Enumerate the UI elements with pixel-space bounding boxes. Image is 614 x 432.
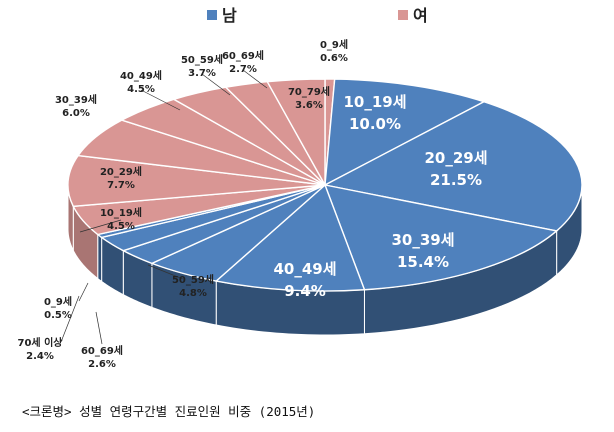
- slice-value-label-0: 0.6%: [320, 53, 348, 64]
- legend-swatch-female: [398, 10, 408, 20]
- pie-slice-15: [266, 78, 326, 188]
- chart-caption: <크론병> 성별 연령구간별 진료인원 비중 (2015년): [22, 404, 315, 419]
- leader-line-8: [78, 282, 89, 302]
- legend-swatch-male: [207, 10, 217, 20]
- slice-value-label-12: 4.5%: [127, 84, 155, 95]
- slice-category-label-3: 30_39세: [391, 231, 454, 249]
- slice-value-label-7: 2.4%: [26, 351, 54, 362]
- leader-line-5: [147, 264, 184, 280]
- legend-label-male: 남: [222, 6, 237, 25]
- slice-value-label-11: 6.0%: [62, 108, 90, 119]
- leader-line-7: [60, 295, 80, 343]
- slice-category-label-11: 30_39세: [55, 93, 97, 106]
- slice-value-label-13: 3.7%: [188, 68, 216, 79]
- slice-value-label-2: 21.5%: [430, 171, 482, 189]
- slice-category-label-13: 50_59세: [181, 53, 223, 66]
- slice-value-label-3: 15.4%: [397, 253, 449, 271]
- slice-value-label-14: 2.7%: [229, 64, 257, 75]
- slice-category-label-1: 10_19세: [343, 93, 406, 111]
- pie-slice-3: [323, 184, 559, 291]
- slice-category-label-0: 0_9세: [320, 38, 348, 51]
- pie-slice-1: [324, 78, 486, 187]
- slice-category-label-7: 70세 이상: [18, 336, 64, 349]
- slice-value-label-8: 0.5%: [44, 310, 72, 321]
- leader-line-6: [95, 311, 103, 345]
- slice-value-label-15: 3.6%: [295, 100, 323, 111]
- slice-value-label-10: 7.7%: [107, 180, 135, 191]
- slice-category-label-4: 40_49세: [273, 260, 336, 278]
- legend-label-female: 여: [413, 6, 428, 25]
- pie-slice-side-8: [97, 233, 103, 283]
- pie-labels: 0_9세 0.6% 10_19세 10.0% 20_29세 21.5% 30_39세 15.4…: [18, 38, 488, 370]
- slice-value-label-1: 10.0%: [349, 115, 401, 133]
- pie-slice-2: [322, 100, 583, 232]
- slice-category-label-15: 70_79세: [288, 85, 330, 98]
- slice-category-label-5: 50_59세: [172, 273, 214, 286]
- slice-category-label-10: 20_29세: [100, 165, 142, 178]
- slice-value-label-5: 4.8%: [179, 288, 207, 299]
- slice-category-label-6: 60_69세: [81, 344, 123, 357]
- pie-slice-10: [67, 154, 326, 208]
- slice-category-label-8: 0_9세: [44, 295, 72, 308]
- pie-tops: [67, 78, 583, 292]
- slice-value-label-6: 2.6%: [88, 359, 116, 370]
- slice-category-label-12: 40_49세: [120, 69, 162, 82]
- slice-category-label-9: 10_19세: [100, 206, 142, 219]
- leader-line-14: [242, 69, 268, 89]
- slice-category-label-2: 20_29세: [424, 149, 487, 167]
- leader-line-12: [140, 89, 181, 111]
- leader-line-9: [79, 219, 122, 233]
- chart-legend: 남 여: [207, 6, 428, 25]
- leader-line-13: [201, 73, 231, 96]
- pie-slice-4: [214, 183, 366, 292]
- slice-value-label-4: 9.4%: [284, 282, 326, 300]
- slice-value-label-9: 4.5%: [107, 221, 135, 232]
- slice-category-label-14: 60_69세: [222, 49, 264, 62]
